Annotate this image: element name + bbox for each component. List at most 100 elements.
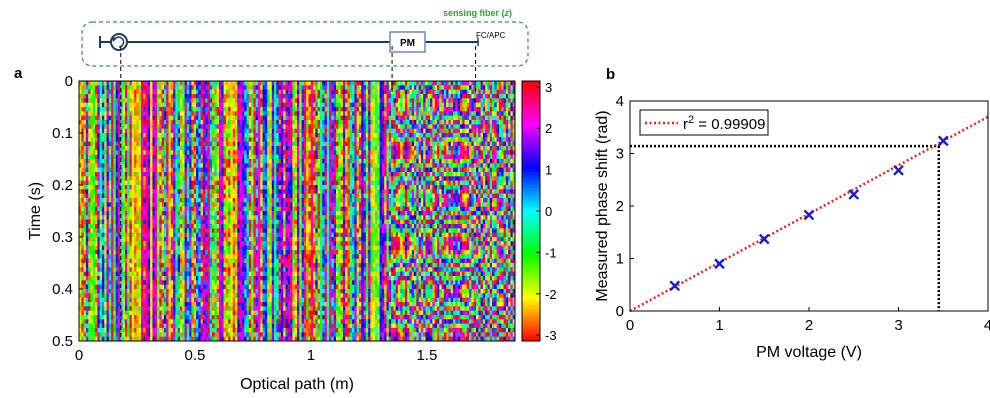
heatmap-cell	[83, 124, 87, 130]
heatmap-cell	[269, 154, 273, 160]
heatmap-cell	[331, 180, 335, 186]
heatmap-cell	[446, 185, 449, 190]
heatmap-cell	[253, 176, 257, 182]
heatmap-cell	[400, 107, 403, 112]
heatmap-cell	[496, 89, 500, 95]
heatmap-cell	[329, 133, 332, 138]
heatmap-cell	[168, 102, 172, 108]
heatmap-cell	[274, 167, 277, 173]
heatmap-cell	[363, 163, 367, 169]
heatmap-cell	[127, 185, 130, 190]
heatmap-cell	[269, 124, 273, 130]
heatmap-cell	[303, 133, 307, 138]
heatmap-cell	[97, 180, 101, 186]
heatmap-cell	[83, 163, 87, 169]
heatmap-cell	[122, 128, 126, 134]
heatmap-cell	[145, 159, 149, 164]
heatmap-cell	[205, 98, 208, 104]
heatmap-cell	[414, 94, 417, 99]
heatmap-cell	[189, 154, 192, 160]
heatmap-cell	[496, 141, 500, 147]
heatmap-cell	[196, 154, 199, 160]
heatmap-cell	[471, 102, 475, 108]
heatmap-cell	[313, 98, 316, 104]
heatmap-cell	[361, 172, 364, 177]
heatmap-cell	[145, 154, 149, 160]
heatmap-cell	[85, 128, 89, 134]
heatmap-cell	[342, 176, 346, 182]
heatmap-cell	[480, 115, 484, 121]
heatmap-cell	[310, 159, 314, 164]
heatmap-cell	[143, 128, 146, 134]
heatmap-cell	[138, 120, 142, 125]
heatmap-cell	[292, 154, 296, 160]
heatmap-cell	[420, 111, 424, 117]
heatmap-cell	[115, 150, 119, 156]
heatmap-cell	[218, 107, 222, 112]
heatmap-cell	[202, 102, 206, 108]
heatmap-cell	[434, 111, 438, 117]
heatmap-cell	[414, 102, 417, 108]
heatmap-cell	[503, 176, 507, 182]
heatmap-cell	[225, 124, 229, 130]
heatmap-cell	[485, 146, 488, 151]
heatmap-cell	[418, 120, 422, 125]
heatmap-cell	[377, 111, 381, 117]
heatmap-cell	[508, 98, 511, 104]
heatmap-cell	[79, 120, 82, 125]
heatmap-cell	[393, 141, 397, 147]
heatmap-cell	[322, 154, 325, 160]
heatmap-cell	[278, 137, 282, 143]
heatmap-cell	[379, 137, 383, 143]
heatmap-cell	[235, 128, 238, 134]
heatmap-cell	[196, 185, 199, 190]
heatmap-cell	[446, 189, 449, 195]
heatmap-cell	[262, 98, 266, 104]
heatmap-cell	[154, 98, 158, 104]
heatmap-cell	[308, 133, 312, 138]
heatmap-cell	[140, 150, 144, 156]
heatmap-cell	[248, 185, 252, 190]
heatmap-cell	[118, 94, 121, 99]
heatmap-cell	[182, 85, 185, 91]
heatmap-cell	[363, 133, 367, 138]
heatmap-cell	[150, 141, 153, 147]
heatmap-cell	[381, 180, 385, 186]
heatmap-cell	[386, 120, 390, 125]
heatmap-cell	[358, 167, 362, 173]
heatmap-cell	[489, 111, 493, 117]
heatmap-cell	[494, 163, 498, 169]
heatmap-cell	[482, 120, 486, 125]
heatmap-cell	[475, 172, 479, 177]
heatmap-cell	[450, 124, 454, 130]
heatmap-cell	[349, 172, 353, 177]
heatmap-cell	[127, 89, 130, 95]
heatmap-cell	[287, 85, 291, 91]
heatmap-cell	[184, 115, 188, 121]
heatmap-cell	[336, 94, 339, 99]
heatmap-cell	[436, 167, 440, 173]
heatmap-cell	[241, 150, 245, 156]
heatmap-cell	[104, 115, 107, 121]
heatmap-cell	[177, 89, 181, 95]
heatmap-cell	[145, 163, 149, 169]
heatmap-cell	[157, 163, 160, 169]
heatmap-cell	[235, 85, 238, 91]
heatmap-cell	[175, 120, 179, 125]
heatmap-cell	[462, 167, 465, 173]
heatmap-cell	[329, 189, 332, 195]
heatmap-cell	[81, 180, 84, 186]
heatmap-cell	[326, 85, 330, 91]
heatmap-cell	[498, 89, 502, 95]
heatmap-cell	[342, 81, 346, 86]
heatmap-cell	[166, 154, 169, 160]
heatmap-cell	[450, 180, 454, 186]
heatmap-cell	[267, 163, 270, 169]
heatmap-cell	[393, 133, 397, 138]
heatmap-cell	[161, 120, 165, 125]
heatmap-cell	[216, 102, 220, 108]
heatmap-cell	[510, 150, 514, 156]
heatmap-cell	[462, 172, 465, 177]
heatmap-cell	[436, 146, 440, 151]
heatmap-cell	[418, 107, 422, 112]
